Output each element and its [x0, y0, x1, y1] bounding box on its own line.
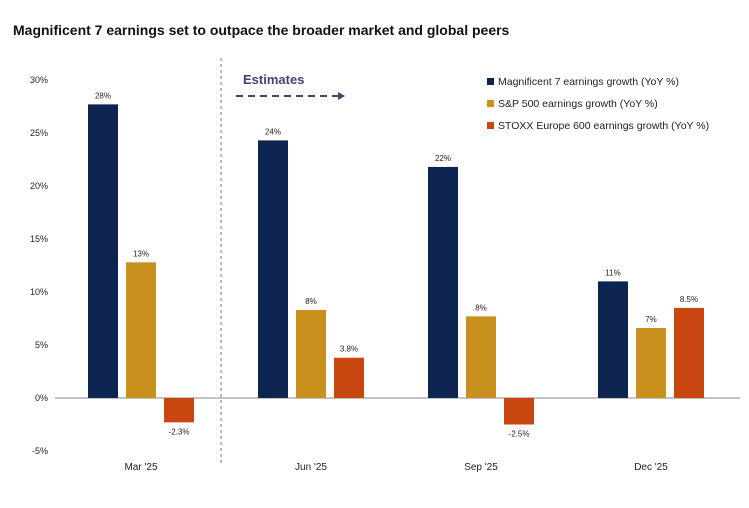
- bar-1-3: [636, 328, 666, 398]
- data-label: 8%: [475, 303, 487, 312]
- legend-label: S&P 500 earnings growth (YoY %): [498, 98, 658, 110]
- bar-1-1: [296, 310, 326, 398]
- legend-label: Magnificent 7 earnings growth (YoY %): [498, 76, 679, 88]
- data-label: 8%: [305, 297, 317, 306]
- x-tick-label: Jun '25: [295, 462, 327, 473]
- bar-1-0: [126, 262, 156, 398]
- y-tick-label: 10%: [30, 287, 48, 297]
- bar-0-3: [598, 281, 628, 398]
- x-tick-label: Dec '25: [634, 462, 668, 473]
- chart-title: Magnificent 7 earnings set to outpace th…: [13, 22, 510, 38]
- bar-2-3: [674, 307, 704, 398]
- y-tick-label: 25%: [30, 128, 48, 138]
- data-label: 8.5%: [680, 295, 698, 304]
- y-tick-label: -5%: [32, 446, 48, 456]
- legend-swatch: [487, 78, 494, 85]
- y-tick-label: 5%: [35, 340, 48, 350]
- x-tick-label: Sep '25: [464, 462, 498, 473]
- legend-swatch: [487, 122, 494, 129]
- estimates-label: Estimates: [243, 72, 304, 87]
- x-tick-label: Mar '25: [124, 462, 157, 473]
- data-label: -2.5%: [509, 430, 530, 439]
- bar-0-2: [428, 166, 458, 398]
- y-tick-label: 0%: [35, 393, 48, 403]
- bar-1-2: [466, 316, 496, 398]
- data-label: 22%: [435, 154, 451, 163]
- data-label: -2.3%: [169, 427, 190, 436]
- data-label: 28%: [95, 91, 111, 100]
- data-label: 11%: [605, 268, 620, 277]
- data-label: 3.8%: [340, 345, 358, 354]
- bar-0-0: [88, 104, 118, 398]
- bar-2-1: [334, 357, 364, 398]
- y-tick-label: 30%: [30, 75, 48, 85]
- y-tick-label: 20%: [30, 181, 48, 191]
- data-label: 24%: [265, 127, 281, 136]
- bar-2-0: [164, 398, 194, 423]
- bar-0-1: [258, 140, 288, 399]
- legend-swatch: [487, 100, 494, 107]
- bar-2-2: [504, 398, 534, 425]
- estimates-arrow-head: [338, 92, 345, 100]
- data-label: 7%: [645, 315, 657, 324]
- data-label: 13%: [133, 249, 149, 258]
- y-tick-label: 15%: [30, 234, 48, 244]
- legend-label: STOXX Europe 600 earnings growth (YoY %): [498, 120, 709, 132]
